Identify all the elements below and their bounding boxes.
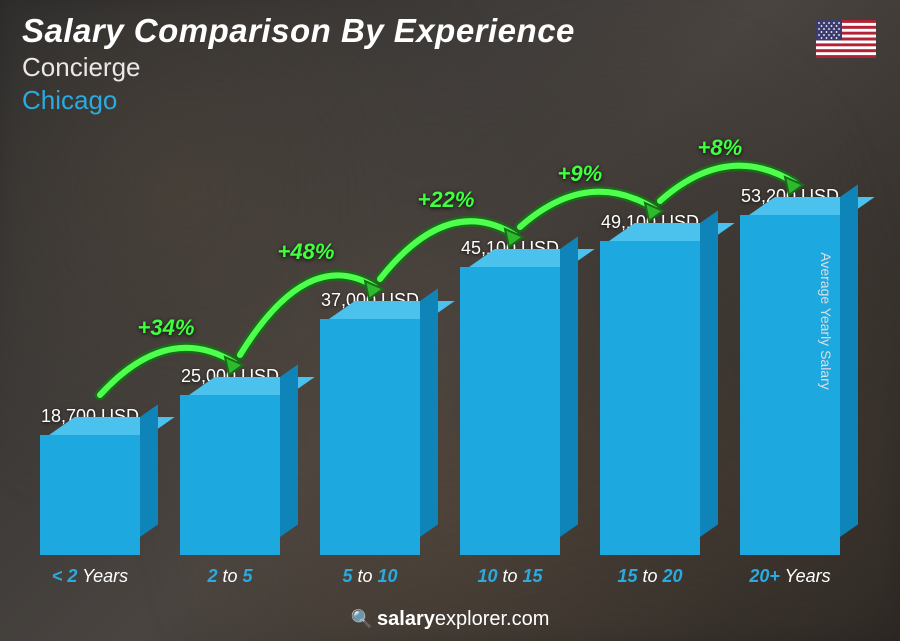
x-axis-label: 20+ Years xyxy=(720,566,860,587)
x-axis-label: 5 to 10 xyxy=(300,566,440,587)
pct-increase-label: +48% xyxy=(278,239,335,265)
x-axis-label: 10 to 15 xyxy=(440,566,580,587)
us-flag-icon xyxy=(816,20,876,58)
bar-front-face xyxy=(600,241,700,555)
header: Salary Comparison By Experience Concierg… xyxy=(22,12,575,116)
x-axis-label: < 2 Years xyxy=(20,566,160,587)
bar-side-face xyxy=(420,288,438,537)
pct-increase-label: +8% xyxy=(698,135,743,161)
x-axis: < 2 Years2 to 55 to 1010 to 1515 to 2020… xyxy=(20,566,860,587)
bar-side-face xyxy=(700,210,718,537)
x-axis-label: 2 to 5 xyxy=(160,566,300,587)
pct-increase-label: +34% xyxy=(138,315,195,341)
bar-3d xyxy=(40,435,140,555)
bar-side-face xyxy=(840,184,858,537)
salary-chart: 18,700 USD25,000 USD37,000 USD45,100 USD… xyxy=(20,140,860,583)
brand-rest: explorer.com xyxy=(435,608,550,630)
page-title: Salary Comparison By Experience xyxy=(22,12,575,50)
brand-bold: salary xyxy=(377,608,435,630)
footer: 🔍 salaryexplorer.com xyxy=(0,608,900,631)
magnify-icon: 🔍 xyxy=(351,609,373,630)
pct-increase-label: +9% xyxy=(558,161,603,187)
bar-front-face xyxy=(40,435,140,555)
y-axis-label: Average Yearly Salary xyxy=(817,252,833,390)
subtitle-location: Chicago xyxy=(22,85,575,116)
x-axis-label: 15 to 20 xyxy=(580,566,720,587)
brand-logo: 🔍 salaryexplorer.com xyxy=(351,608,550,631)
subtitle-job: Concierge xyxy=(22,52,575,83)
pct-increase-label: +22% xyxy=(418,187,475,213)
bar-3d xyxy=(600,241,700,555)
bar-side-face xyxy=(560,236,578,537)
